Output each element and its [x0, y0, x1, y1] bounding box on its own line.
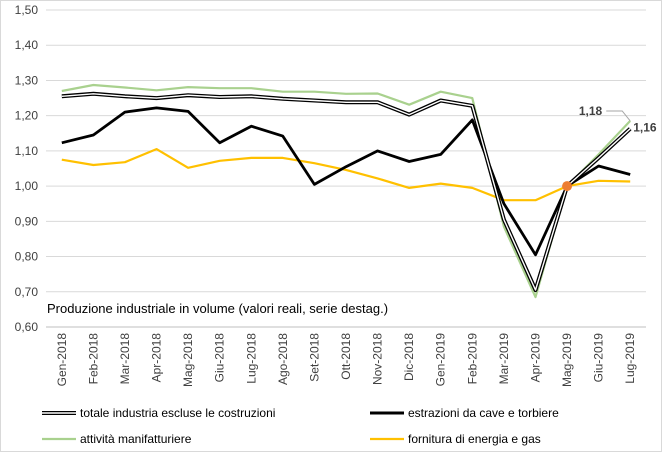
- x-tick-label: Feb-2018: [86, 333, 100, 385]
- x-tick-label: Gen-2019: [434, 333, 448, 387]
- y-tick-label: 1,50: [15, 3, 39, 17]
- x-tick-label: Lug-2019: [623, 333, 637, 384]
- annotation-leader: [606, 110, 631, 122]
- highlight-marker: [562, 181, 573, 192]
- x-tick-label: Apr-2018: [150, 333, 164, 383]
- series-line-1: [61, 106, 631, 257]
- x-tick-label: Mag-2019: [560, 333, 574, 387]
- x-tick-label: Mar-2018: [118, 333, 132, 385]
- x-tick-label: Mag-2018: [181, 333, 195, 387]
- gridlines: [46, 9, 646, 328]
- x-tick-label: Giu-2018: [213, 333, 227, 383]
- y-tick-label: 1,10: [15, 144, 39, 158]
- x-tick-label: Ago-2018: [276, 333, 290, 385]
- x-tick-label: Gen-2018: [55, 333, 69, 387]
- legend-label: estrazioni da cave e torbiere: [408, 406, 559, 420]
- data-label-manifatturiere: 1,18: [579, 104, 603, 118]
- series-line-3: [61, 148, 631, 202]
- x-tick-label: Giu-2019: [592, 333, 606, 383]
- y-tick-label: 0,70: [15, 285, 39, 299]
- chart-title: Produzione industriale in volume (valori…: [47, 301, 388, 316]
- x-tick-label: Mar-2019: [497, 333, 511, 385]
- x-tick-label: Apr-2019: [528, 333, 542, 383]
- y-tick-label: 0,90: [15, 214, 39, 228]
- legend-label: totale industria escluse le costruzioni: [80, 406, 275, 420]
- y-tick-label: 1,00: [15, 179, 39, 193]
- y-tick-label: 1,20: [15, 109, 39, 123]
- series-line-2: [61, 83, 632, 299]
- x-tick-label: Ott-2018: [339, 333, 353, 380]
- x-axis-tick-labels: Gen-2018 Feb-2018 Mar-2018 Apr-2018 Mag-2018…: [55, 333, 637, 387]
- series-line-totale-inner: [61, 93, 631, 291]
- legend: totale industria escluse le costruzioni e…: [42, 406, 559, 446]
- x-tick-label: Feb-2019: [465, 333, 479, 385]
- legend-label: fornitura di energia e gas: [408, 432, 541, 446]
- x-tick-label: Nov-2018: [371, 333, 385, 385]
- x-tick-label: Dic-2018: [402, 333, 416, 381]
- y-tick-label: 0,80: [15, 250, 39, 264]
- series-lines: [61, 83, 632, 299]
- annotations: 1,18 1,16: [579, 104, 657, 135]
- x-tick-label: Lug-2018: [244, 333, 258, 384]
- data-label-totale: 1,16: [633, 121, 657, 135]
- y-axis-tick-labels: 0,60 0,70 0,80 0,90 1,00 1,10 1,20 1,30 1,40 1,50: [15, 3, 39, 334]
- x-tick-label: Set-2018: [307, 333, 321, 382]
- y-tick-label: 1,40: [15, 38, 39, 52]
- y-tick-label: 1,30: [15, 73, 39, 87]
- y-tick-label: 0,60: [15, 320, 39, 334]
- legend-label: attività manifatturiere: [80, 432, 192, 446]
